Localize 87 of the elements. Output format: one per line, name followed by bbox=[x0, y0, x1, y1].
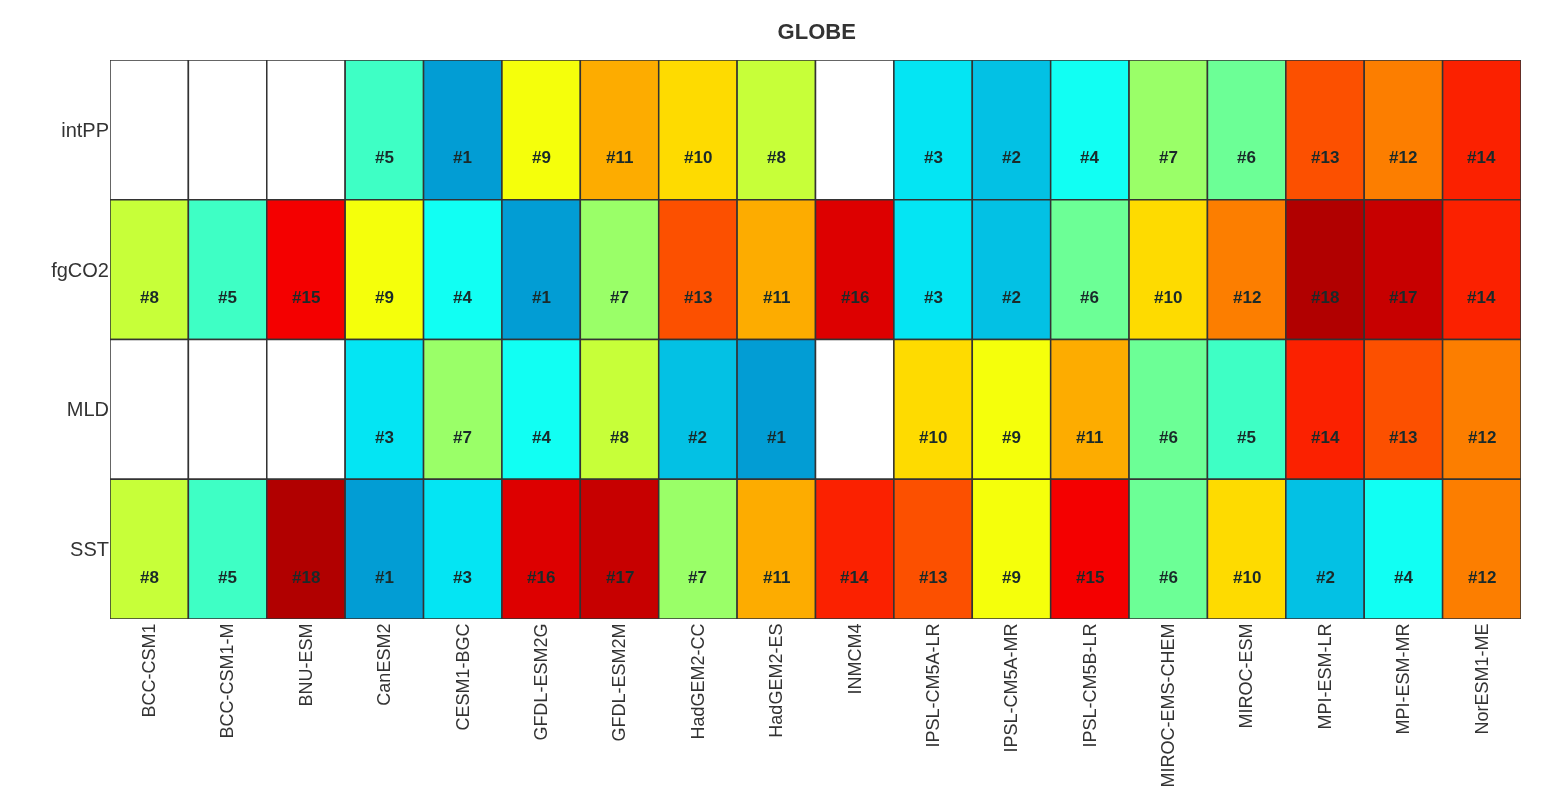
x-tick-label: INMCM4 bbox=[844, 623, 865, 695]
data-label: #10 bbox=[684, 148, 713, 167]
data-label: #6 bbox=[1080, 288, 1099, 307]
data-label: #14 bbox=[1467, 148, 1496, 167]
data-label: #14 bbox=[840, 568, 869, 587]
x-tick-label: MPI-ESM-MR bbox=[1393, 623, 1414, 735]
x-tick-label: GFDL-ESM2M bbox=[609, 623, 630, 742]
data-label: #5 bbox=[1237, 428, 1256, 447]
data-label: #6 bbox=[1159, 428, 1178, 447]
data-label: #11 bbox=[763, 568, 791, 587]
data-label: #18 bbox=[292, 568, 321, 587]
data-label: #17 bbox=[1389, 288, 1418, 307]
data-label: #12 bbox=[1233, 288, 1262, 307]
data-label: #2 bbox=[1316, 568, 1335, 587]
data-label: #14 bbox=[1311, 428, 1340, 447]
data-label: #7 bbox=[453, 428, 472, 447]
data-label: #8 bbox=[140, 288, 159, 307]
data-label: #13 bbox=[919, 568, 948, 587]
x-tick-label: IPSL-CM5B-LR bbox=[1079, 623, 1100, 748]
data-label: #1 bbox=[375, 568, 394, 587]
data-label: #5 bbox=[218, 288, 237, 307]
x-tick-label: BNU-ESM bbox=[295, 623, 316, 707]
x-tick-label: BCC-CSM1-M bbox=[217, 623, 238, 739]
data-label: #1 bbox=[767, 428, 786, 447]
x-tick-label: IPSL-CM5A-LR bbox=[922, 623, 943, 748]
data-label: #8 bbox=[767, 148, 786, 167]
data-label: #3 bbox=[375, 428, 394, 447]
data-label: #3 bbox=[924, 288, 943, 307]
data-label: #9 bbox=[375, 288, 394, 307]
data-label: #1 bbox=[532, 288, 551, 307]
x-tick-label: MIROC-ESM bbox=[1236, 623, 1257, 729]
data-label: #9 bbox=[532, 148, 551, 167]
y-tick-label: fgCO2 bbox=[51, 258, 109, 281]
data-label: #12 bbox=[1389, 148, 1418, 167]
x-tick-label: BCC-CSM1 bbox=[139, 623, 160, 718]
data-label: #16 bbox=[527, 568, 556, 587]
x-tick-label: HadGEM2-ES bbox=[766, 623, 787, 738]
data-label: #13 bbox=[1311, 148, 1340, 167]
data-label: #11 bbox=[1076, 428, 1104, 447]
data-label: #4 bbox=[453, 288, 473, 307]
x-tick-label: IPSL-CM5A-MR bbox=[1001, 623, 1022, 753]
data-label: #9 bbox=[1002, 568, 1021, 587]
data-label: #5 bbox=[218, 568, 237, 587]
x-tick-label: HadGEM2-CC bbox=[687, 623, 708, 740]
data-label: #11 bbox=[763, 288, 791, 307]
data-label: #8 bbox=[610, 428, 629, 447]
x-tick-label: GFDL-ESM2G bbox=[530, 623, 551, 741]
x-tick-label: NorESM1-ME bbox=[1471, 623, 1492, 735]
data-label: #3 bbox=[453, 568, 472, 587]
data-label: #2 bbox=[1002, 288, 1021, 307]
data-label: #7 bbox=[610, 288, 629, 307]
data-label: #10 bbox=[1154, 288, 1183, 307]
data-label: #15 bbox=[292, 288, 321, 307]
data-label: #12 bbox=[1468, 428, 1497, 447]
data-label: #4 bbox=[532, 428, 552, 447]
data-label: #10 bbox=[919, 428, 948, 447]
data-label: #14 bbox=[1467, 288, 1496, 307]
data-label: #6 bbox=[1159, 568, 1178, 587]
y-tick-label: intPP bbox=[61, 118, 109, 141]
y-tick-label: MLD bbox=[66, 398, 109, 421]
data-label: #10 bbox=[1233, 568, 1262, 587]
y-tick-label: SST bbox=[70, 538, 109, 561]
data-label: #16 bbox=[841, 288, 870, 307]
x-tick-label: MIROC-EMS-CHEM bbox=[1158, 623, 1179, 788]
data-label: #7 bbox=[688, 568, 707, 587]
data-label: #4 bbox=[1394, 568, 1414, 587]
data-label: #17 bbox=[606, 568, 635, 587]
data-label: #13 bbox=[1389, 428, 1418, 447]
data-label: #11 bbox=[606, 148, 634, 167]
x-tick-label: MPI-ESM-LR bbox=[1314, 623, 1335, 730]
data-label: #13 bbox=[684, 288, 713, 307]
data-label: #3 bbox=[924, 148, 943, 167]
data-label: #7 bbox=[1159, 148, 1178, 167]
data-label: #2 bbox=[1002, 148, 1021, 167]
data-label: #2 bbox=[688, 428, 707, 447]
data-label: #15 bbox=[1076, 568, 1105, 587]
data-label: #8 bbox=[140, 568, 159, 587]
data-label: #9 bbox=[1002, 428, 1021, 447]
x-tick-label: CESM1-BGC bbox=[452, 623, 473, 731]
data-label: #5 bbox=[375, 148, 394, 167]
x-tick-label: CanESM2 bbox=[374, 623, 395, 706]
data-label: #18 bbox=[1311, 288, 1340, 307]
data-label: #4 bbox=[1080, 148, 1100, 167]
data-label: #1 bbox=[453, 148, 472, 167]
data-label: #12 bbox=[1468, 568, 1497, 587]
chart-title: GLOBE bbox=[777, 19, 856, 45]
data-label: #6 bbox=[1237, 148, 1256, 167]
